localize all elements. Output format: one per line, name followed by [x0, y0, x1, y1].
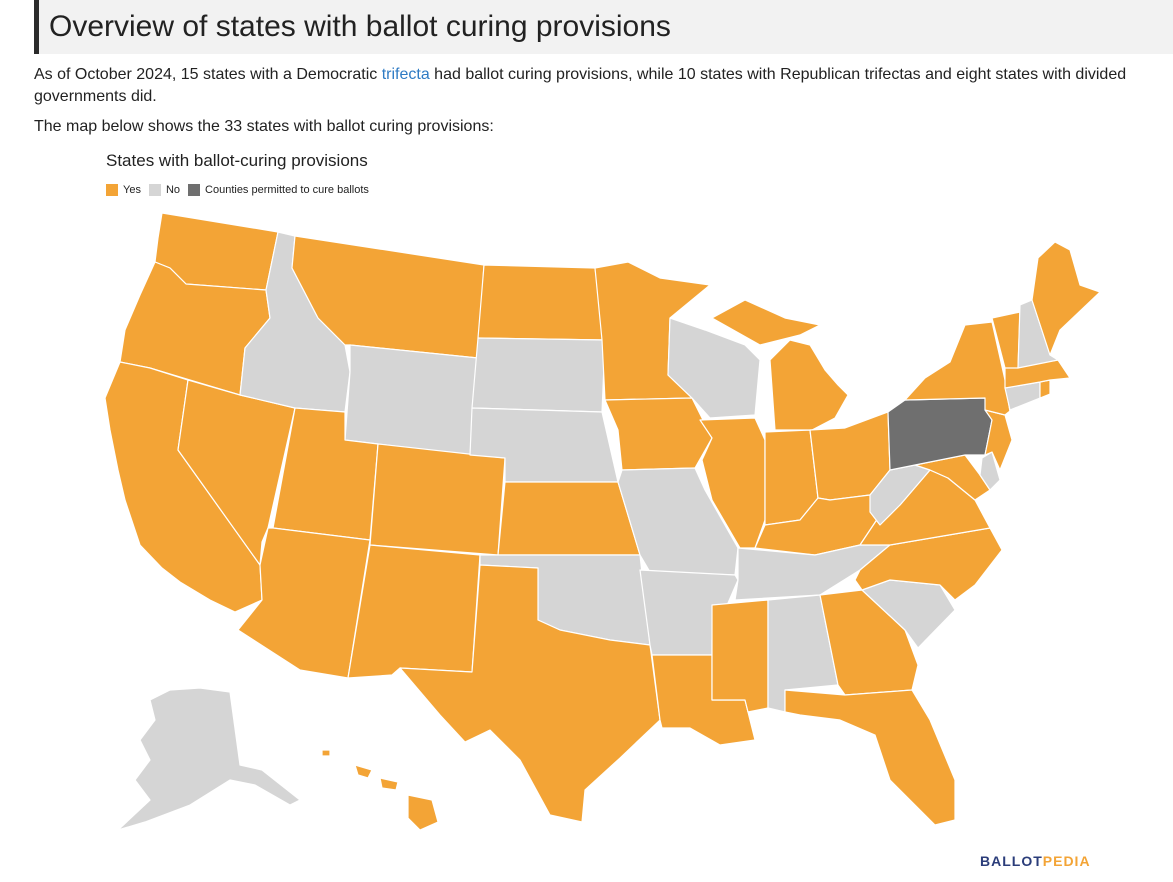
- map-intro-text: The map below shows the 33 states with b…: [34, 118, 494, 135]
- state-pa[interactable]: [887, 397, 993, 471]
- page-title: Overview of states with ballot curing pr…: [49, 10, 671, 43]
- state-nh[interactable]: [1017, 299, 1059, 369]
- state-mi[interactable]: [711, 299, 849, 431]
- page-title-bar: Overview of states with ballot curing pr…: [34, 0, 1173, 54]
- map-legend: Yes No Counties permitted to cure ballot…: [106, 184, 377, 196]
- state-il[interactable]: [699, 417, 766, 549]
- intro-text-start: As of October 2024, 15 states with a Dem…: [34, 66, 382, 83]
- state-ak[interactable]: [117, 687, 301, 831]
- state-ri[interactable]: [1039, 379, 1051, 399]
- state-ms[interactable]: [711, 599, 769, 713]
- legend-swatch-counties: [188, 184, 201, 196]
- legend-item-yes: Yes: [106, 184, 141, 196]
- legend-item-counties: Counties permitted to cure ballots: [188, 184, 369, 196]
- legend-label-no: No: [165, 184, 181, 196]
- state-ks[interactable]: [497, 481, 641, 556]
- ballotpedia-logo: BALLOTPEDIA: [980, 853, 1091, 869]
- logo-part-ballot: BALLOT: [980, 853, 1043, 869]
- state-sd[interactable]: [471, 337, 606, 413]
- state-wi[interactable]: [667, 317, 761, 419]
- state-nd[interactable]: [477, 264, 606, 341]
- state-nj[interactable]: [984, 409, 1013, 471]
- intro-paragraph: As of October 2024, 15 states with a Dem…: [34, 64, 1144, 108]
- legend-label-yes: Yes: [123, 184, 141, 196]
- state-hi[interactable]: [321, 749, 439, 831]
- trifecta-link[interactable]: trifecta: [381, 66, 430, 83]
- legend-label-counties: Counties permitted to cure ballots: [205, 184, 369, 196]
- state-nm[interactable]: [347, 544, 481, 679]
- state-fl[interactable]: [784, 689, 956, 826]
- state-md[interactable]: [914, 454, 991, 501]
- state-wy[interactable]: [344, 344, 479, 456]
- legend-swatch-no: [148, 184, 161, 196]
- state-co[interactable]: [369, 443, 506, 556]
- legend-swatch-yes: [106, 184, 118, 196]
- state-ia[interactable]: [604, 397, 713, 471]
- state-me[interactable]: [1031, 241, 1101, 356]
- legend-item-no: No: [148, 184, 181, 196]
- map-title: States with ballot-curing provisions: [106, 151, 368, 170]
- logo-part-pedia: PEDIA: [1042, 853, 1091, 869]
- intro-text-end: had ballot curing provisions, while 10 s…: [34, 66, 1127, 105]
- state-tx[interactable]: [399, 564, 661, 823]
